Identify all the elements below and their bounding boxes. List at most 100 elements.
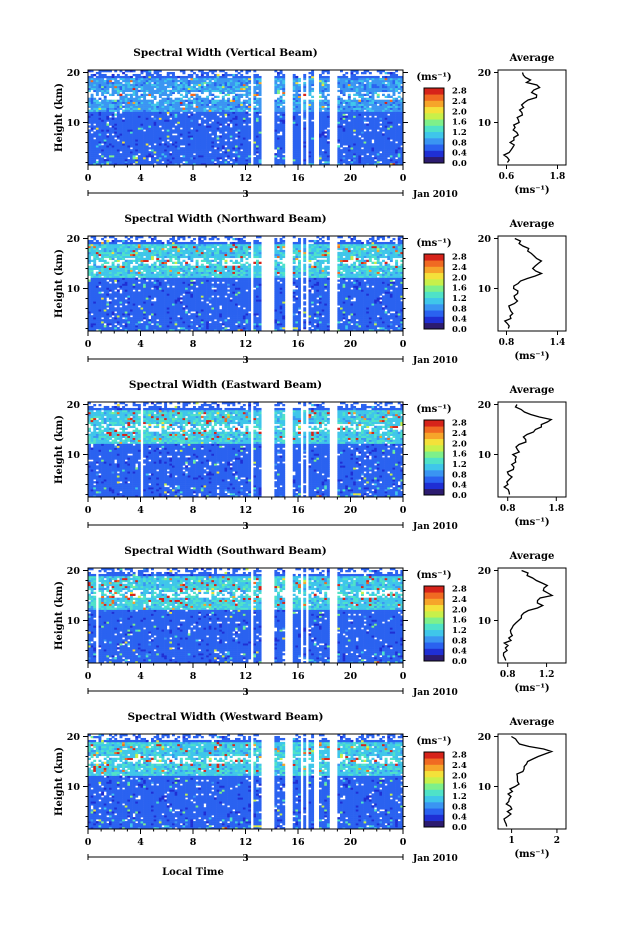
heatmap-cell [148, 71, 152, 75]
heatmap-cell [382, 115, 385, 118]
heatmap-cell [187, 137, 191, 140]
heatmap-cell [106, 287, 110, 290]
heatmap-cell [371, 89, 375, 93]
heatmap-cell [93, 133, 97, 136]
heatmap-cell [116, 319, 120, 322]
heatmap-cell [124, 89, 128, 93]
heatmap-cell [400, 121, 404, 124]
heatmap-cell [256, 75, 259, 79]
heatmap-cell [153, 79, 157, 83]
heatmap-cell [98, 145, 102, 148]
heatmap-cell [379, 149, 383, 152]
heatmap-cell [232, 85, 236, 89]
heatmap-cell [203, 163, 207, 166]
heatmap-cell [98, 279, 102, 282]
heatmap-cell [122, 159, 126, 162]
heatmap-cell [101, 109, 105, 112]
heatmap-cell [379, 99, 383, 102]
heatmap-cell [374, 141, 378, 144]
heatmap-cell [248, 87, 252, 91]
heatmap-cell [93, 236, 97, 239]
heatmap-cell [350, 127, 354, 130]
heatmap-cell [177, 155, 181, 158]
heatmap-cell [103, 255, 107, 259]
heatmap-cell [345, 107, 349, 110]
heatmap-cell [101, 123, 105, 126]
heatmap-cell [219, 117, 223, 120]
heatmap-cell [208, 81, 212, 85]
heatmap-cell [119, 147, 123, 150]
heatmap-cell [319, 141, 322, 144]
heatmap-cell [140, 87, 144, 91]
heatmap-cell [156, 81, 160, 85]
heatmap-cell [340, 155, 343, 158]
x-tick-label: 16 [291, 173, 305, 184]
heatmap-cell [368, 113, 372, 116]
heatmap-cell [319, 81, 322, 85]
heatmap-cell [95, 257, 99, 261]
heatmap-cell [106, 265, 110, 268]
heatmap-cell [101, 323, 105, 326]
heatmap-cell [342, 81, 346, 85]
heatmap-cell [292, 123, 296, 126]
heatmap-cell [103, 97, 107, 100]
heatmap-cell [137, 139, 141, 142]
heatmap-cell [384, 137, 388, 140]
heatmap-cell [172, 123, 175, 126]
heatmap-cell [240, 87, 244, 91]
heatmap-cell [198, 115, 202, 118]
heatmap-cell [182, 117, 186, 120]
heatmap-cell [198, 75, 202, 79]
heatmap-cell [363, 145, 367, 148]
heatmap-cell [148, 115, 152, 118]
heatmap-cell [326, 111, 330, 114]
heatmap-cell [135, 151, 139, 154]
heatmap-cell [169, 157, 173, 160]
heatmap-cell [298, 135, 301, 138]
heatmap-cell [387, 85, 391, 89]
heatmap-cell [374, 85, 378, 89]
heatmap-cell [88, 159, 91, 162]
heatmap-cell [382, 107, 385, 110]
heatmap-cell [214, 83, 217, 87]
heatmap-cell [111, 289, 115, 292]
heatmap-cell [132, 107, 136, 110]
heatmap-cell [114, 285, 118, 288]
heatmap-cell [193, 109, 196, 112]
heatmap-cell [353, 163, 357, 166]
heatmap-cell [135, 141, 139, 144]
heatmap-cell [140, 105, 144, 108]
heatmap-cell [119, 153, 123, 156]
heatmap-cell [98, 103, 102, 106]
heatmap-cell [245, 101, 249, 104]
heatmap-cell [101, 305, 105, 308]
heatmap-cell [253, 75, 257, 79]
heatmap-cell [190, 111, 194, 114]
heatmap-cell [355, 89, 359, 93]
heatmap-cell [379, 85, 383, 89]
heatmap-cell [242, 139, 246, 142]
heatmap-cell [116, 323, 120, 326]
heatmap-cell [185, 107, 189, 110]
heatmap-cell [242, 155, 246, 158]
heatmap-cell [389, 115, 393, 118]
heatmap-cell [193, 89, 196, 93]
heatmap-cell [122, 71, 126, 75]
heatmap-cell [200, 117, 204, 120]
heatmap-cell [145, 157, 149, 160]
heatmap-cell [298, 131, 301, 134]
heatmap-cell [140, 117, 144, 120]
heatmap-cell [235, 107, 238, 110]
heatmap-cell [292, 145, 296, 148]
heatmap-cell [193, 147, 196, 150]
heatmap-cell [221, 97, 225, 100]
heatmap-cell [135, 129, 139, 132]
heatmap-cell [395, 107, 399, 110]
heatmap-cell [135, 153, 139, 156]
heatmap-cell [98, 97, 102, 100]
heatmap-cell [103, 89, 107, 93]
heatmap-cell [190, 93, 194, 97]
heatmap-cell [347, 133, 351, 136]
heatmap-cell [382, 109, 385, 112]
heatmap-cell [156, 125, 160, 128]
